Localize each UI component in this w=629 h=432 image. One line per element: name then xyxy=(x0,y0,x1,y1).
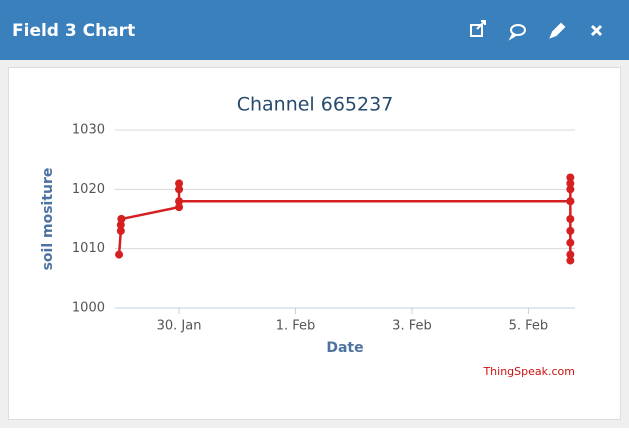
data-point xyxy=(566,179,575,188)
y-tick-label: 1030 xyxy=(72,123,105,138)
data-point xyxy=(566,256,575,265)
data-point xyxy=(175,185,184,194)
close-icon[interactable] xyxy=(590,24,603,37)
chart-title: Channel 665237 xyxy=(237,94,394,116)
x-tick-label: 3. Feb xyxy=(392,319,432,334)
header-icons xyxy=(470,20,603,41)
data-point xyxy=(115,250,124,259)
data-point xyxy=(175,179,184,188)
y-tick-label: 1020 xyxy=(72,182,105,197)
data-point xyxy=(116,220,125,229)
comment-icon[interactable] xyxy=(508,24,526,41)
y-tick-label: 1000 xyxy=(72,301,105,316)
data-point xyxy=(566,197,575,206)
data-point xyxy=(566,185,575,194)
data-point xyxy=(566,238,575,247)
data-point xyxy=(566,226,575,235)
x-tick-label: 5. Feb xyxy=(509,319,549,334)
open-icon[interactable] xyxy=(470,20,486,37)
data-point xyxy=(566,215,575,223)
x-tick-label: 30. Jan xyxy=(157,319,202,334)
data-point xyxy=(117,215,126,223)
edit-icon[interactable] xyxy=(549,22,566,39)
panel xyxy=(8,67,621,420)
credit: ThingSpeak.com xyxy=(482,365,575,378)
data-point xyxy=(116,226,125,235)
x-tick-label: 1. Feb xyxy=(276,319,316,334)
data-point xyxy=(566,250,575,259)
x-axis-label: Date xyxy=(326,340,363,356)
y-axis-label: soil mositure xyxy=(40,168,56,271)
data-point xyxy=(566,173,575,182)
data-point xyxy=(175,203,184,212)
data-point xyxy=(175,197,184,206)
y-tick-label: 1010 xyxy=(72,241,105,256)
header-title: Field 3 Chart xyxy=(12,21,135,41)
